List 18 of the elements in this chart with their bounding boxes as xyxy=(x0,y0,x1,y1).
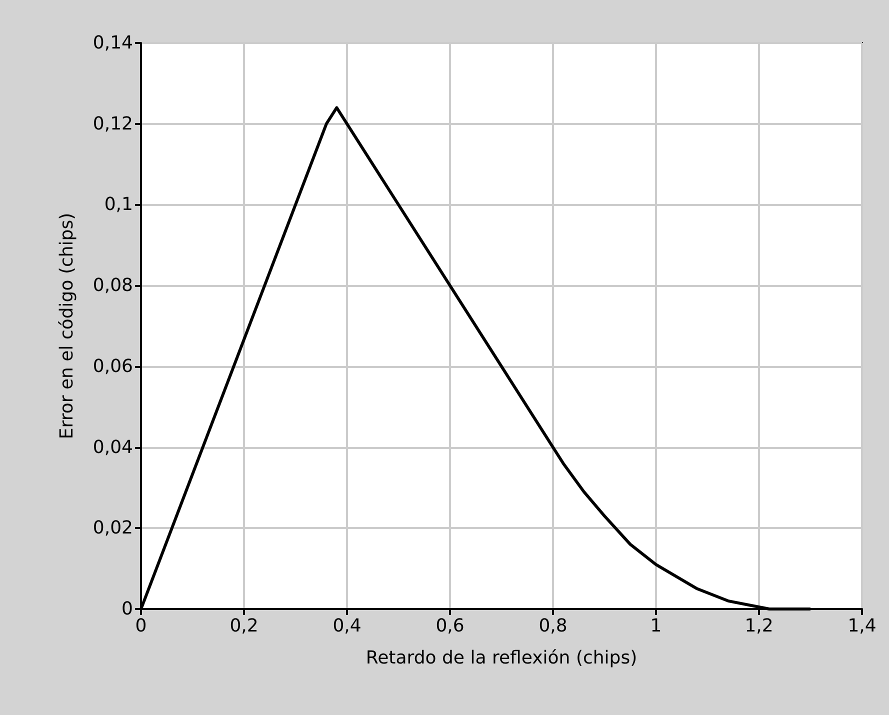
x-tick-label: 0,8 xyxy=(538,616,568,636)
y-tick-label: 0,06 xyxy=(92,356,133,377)
x-tick-label: 0,6 xyxy=(436,616,464,636)
y-tick-label: 0,1 xyxy=(104,194,133,216)
x-tick-label: 1 xyxy=(650,616,662,636)
y-tick-label: 0 xyxy=(122,598,133,620)
x-axis-title: Retardo de la reflexión (chips) xyxy=(366,648,638,668)
x-tick-label: 0,4 xyxy=(332,616,362,636)
x-tick-label: 0,2 xyxy=(230,616,258,636)
y-tick-label: 0,08 xyxy=(92,275,133,296)
y-tick-label: 0,14 xyxy=(92,32,133,54)
y-tick-label: 0,04 xyxy=(92,436,133,458)
x-tick-label: 1,2 xyxy=(744,616,774,636)
y-axis-title: Error en el código (chips) xyxy=(56,212,78,440)
y-tick-label: 0,02 xyxy=(92,518,133,539)
x-tick-label: 0 xyxy=(135,616,147,636)
x-tick-label: 1,4 xyxy=(848,616,876,636)
y-tick-label: 0,12 xyxy=(92,113,133,134)
